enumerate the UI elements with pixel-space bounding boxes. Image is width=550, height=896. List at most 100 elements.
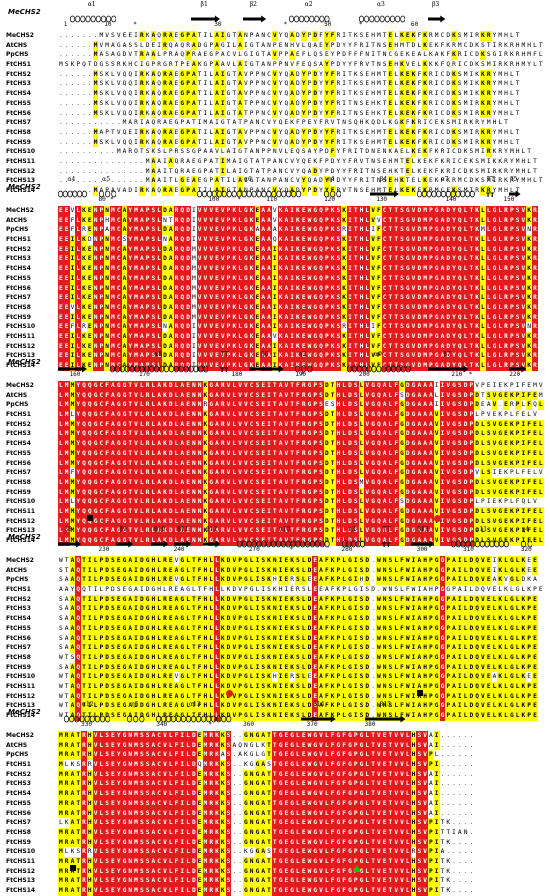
- residue-cell: .: [82, 70, 86, 78]
- residue-cell: .: [70, 157, 75, 165]
- residue-cell: A: [237, 186, 243, 196]
- residue-cell: C: [98, 497, 105, 507]
- residue-cell: N: [190, 429, 197, 440]
- residue-cell: A: [99, 187, 104, 194]
- residue-cell: Q: [81, 419, 87, 430]
- residue-cell: V: [202, 264, 209, 274]
- residue-cell: R: [219, 477, 226, 488]
- residue-cell: V: [283, 477, 290, 488]
- residue-cell: L: [237, 302, 243, 313]
- residue-cell: L: [138, 400, 145, 411]
- residue-cell: A: [156, 448, 163, 459]
- residue-cell: S: [59, 595, 63, 603]
- residue-cell: Q: [284, 109, 289, 117]
- residue-cell: A: [428, 526, 434, 536]
- residue-cell: A: [180, 586, 185, 594]
- residue-cell: S: [318, 458, 324, 469]
- residue-cell: A: [121, 225, 128, 236]
- residue-cell: G: [203, 177, 208, 185]
- residue-cell: A: [167, 186, 174, 196]
- residue-cell: S: [254, 419, 261, 430]
- residue-cell: K: [376, 109, 381, 117]
- residue-cell: E: [492, 498, 497, 506]
- residue-cell: F: [417, 128, 422, 136]
- residue-cell: P: [312, 390, 319, 401]
- residue-cell: V: [196, 283, 203, 294]
- residue-cell: V: [283, 468, 290, 478]
- residue-cell: G: [243, 302, 249, 313]
- residue-cell: A: [179, 429, 186, 440]
- residue-cell: S: [457, 138, 462, 146]
- residue-cell: D: [138, 594, 145, 605]
- residue-cell: Y: [127, 361, 134, 371]
- alignment-block: MeCHS2 α4 α5 α6 η1 β4 α7 TT TT β5 80 100 110 120 130 14…: [0, 175, 550, 371]
- residue-cell: K: [162, 448, 168, 459]
- residue-cell: K: [434, 41, 439, 49]
- residue-cell: G: [446, 586, 451, 594]
- residue-cell: S: [150, 273, 157, 284]
- residue-cell: D: [323, 381, 330, 391]
- residue-cell: E: [58, 331, 64, 342]
- residue-cell: P: [225, 235, 232, 245]
- residue-cell: K: [266, 604, 272, 615]
- residue-cell: E: [503, 429, 509, 440]
- residue-cell: T: [387, 322, 394, 332]
- residue-cell: K: [341, 312, 348, 323]
- residue-cell: E: [260, 419, 267, 430]
- residue-cell: R: [144, 448, 151, 459]
- residue-cell: F: [375, 322, 382, 332]
- residue-cell: P: [323, 206, 330, 216]
- residue-cell: R: [532, 235, 538, 245]
- residue-cell: C: [284, 167, 289, 175]
- residue-cell: M: [481, 157, 485, 165]
- residue-cell: Q: [307, 61, 312, 69]
- residue-cell: P: [144, 351, 151, 361]
- residue-cell: F: [196, 565, 203, 576]
- residue-cell: S: [387, 556, 394, 566]
- residue-cell: F: [104, 516, 111, 527]
- residue-cell: A: [110, 439, 116, 449]
- residue-cell: E: [58, 206, 64, 216]
- residue-cell: P: [335, 565, 342, 576]
- alignment-block: MeCHS2 β8 β9 β10 β11 β12 α10 η3 TT TT β13 α11 η4 230 2…: [0, 525, 550, 721]
- residue-cell: A: [110, 410, 116, 420]
- residue-cell: G: [144, 565, 151, 576]
- residue-cell: A: [416, 429, 423, 440]
- residue-cell: V: [445, 448, 452, 459]
- residue-cell: F: [104, 429, 111, 440]
- sequence-name: FtCHS2: [6, 245, 31, 253]
- residue-cell: A: [439, 273, 446, 284]
- residue-cell: T: [352, 235, 359, 245]
- residue-cell: A: [289, 127, 296, 138]
- residue-cell: L: [480, 254, 486, 265]
- residue-cell: S: [180, 148, 185, 156]
- residue-cell: L: [358, 419, 365, 430]
- residue-cell: L: [497, 283, 504, 294]
- residue-cell: P: [255, 90, 260, 98]
- residue-cell: C: [267, 99, 271, 107]
- residue-cell: V: [370, 283, 376, 294]
- residue-cell: E: [312, 565, 319, 576]
- residue-cell: L: [514, 594, 521, 605]
- residue-cell: L: [156, 302, 163, 313]
- residue-cell: .: [122, 177, 127, 185]
- residue-cell: H: [202, 594, 209, 605]
- residue-cell: I: [347, 312, 353, 323]
- residue-cell: R: [532, 225, 538, 236]
- residue-cell: R: [300, 497, 307, 507]
- residue-cell: N: [104, 331, 111, 342]
- residue-cell: K: [376, 99, 381, 107]
- residue-cell: D: [185, 244, 191, 255]
- residue-cell: .: [105, 177, 109, 185]
- residue-cell: G: [243, 215, 249, 226]
- residue-cell: G: [243, 575, 249, 586]
- residue-cell: F: [70, 216, 75, 224]
- residue-cell: D: [167, 410, 174, 420]
- residue-cell: L: [58, 419, 64, 430]
- residue-cell: G: [399, 410, 405, 420]
- residue-cell: R: [440, 148, 445, 156]
- residue-cell: S: [456, 506, 463, 517]
